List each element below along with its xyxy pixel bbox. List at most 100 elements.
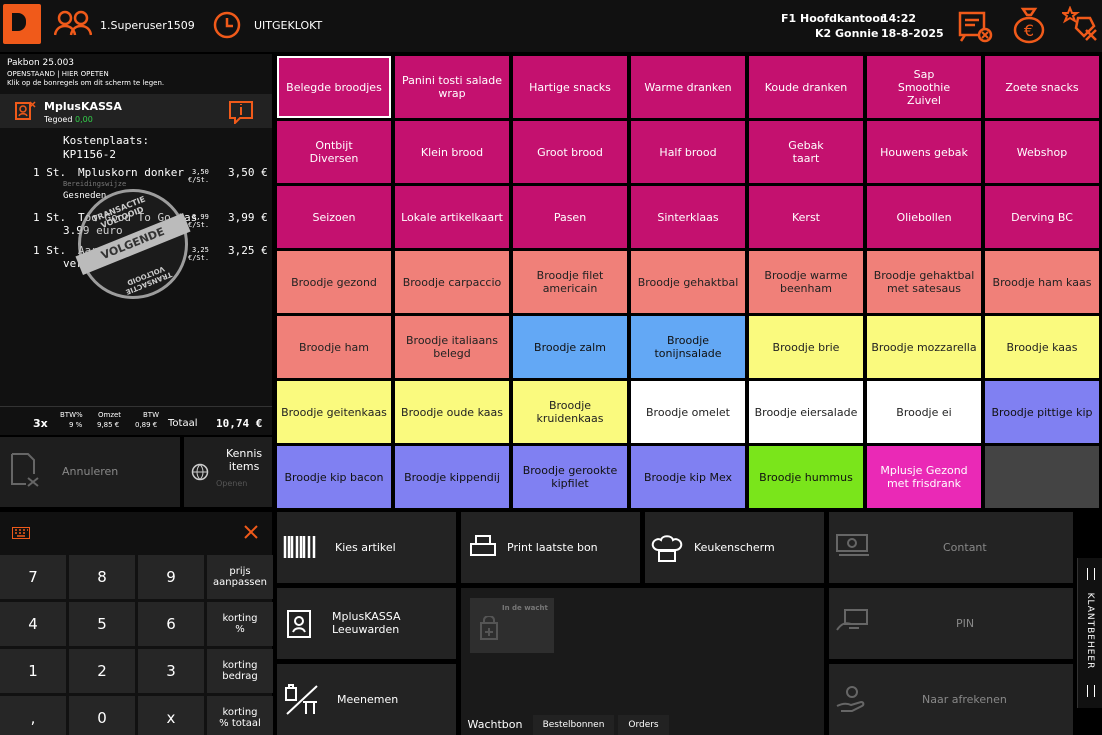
keypad-key[interactable]: 3 <box>138 649 204 693</box>
keypad-function-key[interactable]: korting % totaal <box>207 696 273 735</box>
article-tile[interactable]: Ontbijt Diversen <box>277 121 391 183</box>
money-bag-icon[interactable]: € <box>1012 6 1046 48</box>
article-tile[interactable]: Broodje kruidenkaas <box>513 381 627 443</box>
keypad-key[interactable]: 6 <box>138 602 204 646</box>
keypad: 7 8 9 4 5 6 1 2 3, 0 x prijs aanpassen korting % kort… <box>0 512 273 735</box>
article-tile[interactable]: Broodje brie <box>749 316 863 378</box>
keypad-key[interactable]: 8 <box>69 555 135 599</box>
users-icon[interactable] <box>53 10 93 36</box>
article-tile[interactable]: Koude dranken <box>749 56 863 118</box>
line-qty: 1 St. <box>33 211 67 224</box>
keypad-key[interactable]: 9 <box>138 555 204 599</box>
article-tile[interactable]: Mplusje Gezond met frisdrank <box>867 446 981 508</box>
keypad-key[interactable]: x <box>138 696 204 735</box>
article-tile[interactable]: Houwens gebak <box>867 121 981 183</box>
app-logo[interactable] <box>3 4 41 44</box>
article-tile[interactable]: Oliebollen <box>867 186 981 248</box>
receipt-line[interactable]: 1 St. Mpluskorn donker Bereidingswijze G… <box>0 166 272 208</box>
article-tile[interactable]: Broodje oude kaas <box>395 381 509 443</box>
article-tile[interactable]: Half brood <box>631 121 745 183</box>
article-tile[interactable]: Warme dranken <box>631 56 745 118</box>
article-tile[interactable]: Broodje zalm <box>513 316 627 378</box>
favorites-remove-icon[interactable] <box>1060 5 1100 48</box>
article-tile[interactable]: Broodje gehaktbal <box>631 251 745 313</box>
article-tile[interactable]: Broodje hummus <box>749 446 863 508</box>
line-price: 3,25 € <box>228 244 268 257</box>
article-tile[interactable]: Broodje kip bacon <box>277 446 391 508</box>
article-tile[interactable]: Broodje gezond <box>277 251 391 313</box>
article-tile[interactable]: Klein brood <box>395 121 509 183</box>
info-icon[interactable] <box>228 100 254 128</box>
article-tile[interactable]: Derving BC <box>985 186 1099 248</box>
on-hold-button[interactable]: In de wacht <box>470 598 554 653</box>
tab-bestelbonnen[interactable]: Bestelbonnen <box>533 715 614 735</box>
article-tile[interactable]: Broodje filet americain <box>513 251 627 313</box>
keypad-key[interactable]: 1 <box>0 649 66 693</box>
kennis-items-button[interactable]: Kennis items Openen <box>184 437 272 507</box>
pin-button[interactable]: PIN <box>829 588 1073 659</box>
keypad-key[interactable]: , <box>0 696 66 735</box>
keypad-function-key[interactable]: prijs aanpassen <box>207 555 273 599</box>
contant-button[interactable]: Contant <box>829 512 1073 583</box>
handle-icon <box>1087 568 1095 580</box>
article-tile[interactable]: Sinterklaas <box>631 186 745 248</box>
customer-location-button[interactable]: MplusKASSA Leeuwarden <box>277 588 456 659</box>
article-tile[interactable]: Broodje geitenkaas <box>277 381 391 443</box>
article-tile[interactable]: Broodje warme beenham <box>749 251 863 313</box>
article-tile[interactable]: Kerst <box>749 186 863 248</box>
keypad-key[interactable]: 5 <box>69 602 135 646</box>
article-tile[interactable]: Broodje tonijnsalade <box>631 316 745 378</box>
article-tile[interactable]: Lokale artikelkaart <box>395 186 509 248</box>
meenemen-button[interactable]: Meenemen <box>277 664 456 735</box>
article-tile[interactable]: Webshop <box>985 121 1099 183</box>
article-tile[interactable]: Broodje kaas <box>985 316 1099 378</box>
article-tile[interactable]: Broodje eiersalade <box>749 381 863 443</box>
article-tile[interactable]: Broodje omelet <box>631 381 745 443</box>
keypad-key[interactable]: 0 <box>69 696 135 735</box>
keypad-key[interactable]: 2 <box>69 649 135 693</box>
tab-orders[interactable]: Orders <box>618 715 669 735</box>
keypad-function-key[interactable]: korting bedrag <box>207 649 273 693</box>
article-tile[interactable]: Broodje pittige kip <box>985 381 1099 443</box>
article-tile[interactable]: Broodje italiaans belegd <box>395 316 509 378</box>
user-name[interactable]: 1.Superuser1509 <box>100 19 195 32</box>
article-tile[interactable]: Broodje gehaktbal met satesaus <box>867 251 981 313</box>
article-tile[interactable]: Seizoen <box>277 186 391 248</box>
cancel-button[interactable]: Annuleren <box>0 437 180 507</box>
clock-icon[interactable] <box>212 10 242 44</box>
close-icon[interactable] <box>244 524 258 543</box>
customer-block[interactable]: MplusKASSA Tegoed 0,00 <box>0 94 272 128</box>
article-tile[interactable]: Hartige snacks <box>513 56 627 118</box>
globe-icon <box>191 463 209 484</box>
article-tile[interactable]: Broodje ham <box>277 316 391 378</box>
print-last-receipt-button[interactable]: Print laatste bon <box>461 512 640 583</box>
keukenscherm-button[interactable]: Keukenscherm <box>645 512 824 583</box>
tab-wachtbon[interactable]: Wachtbon <box>461 715 529 735</box>
article-tile[interactable]: Sap Smoothie Zuivel <box>867 56 981 118</box>
article-tile[interactable]: Gebak taart <box>749 121 863 183</box>
hand-coin-icon <box>835 684 869 717</box>
keypad-key[interactable]: 4 <box>0 602 66 646</box>
article-tile[interactable]: Broodje carpaccio <box>395 251 509 313</box>
article-tile[interactable]: Broodje kippendij <box>395 446 509 508</box>
klantbeheer-side-tab[interactable]: KLANTBEHEER <box>1077 558 1102 708</box>
keyboard-icon[interactable] <box>12 524 30 543</box>
article-tile[interactable]: Broodje kip Mex <box>631 446 745 508</box>
cancel-receipt-icon[interactable] <box>958 10 994 48</box>
article-tile[interactable]: Belegde broodjes <box>277 56 391 118</box>
clock-status[interactable]: UITGEKLOKT <box>254 19 323 32</box>
article-tile[interactable]: Zoete snacks <box>985 56 1099 118</box>
cash-icon <box>835 532 871 561</box>
article-tile[interactable]: Broodje gerookte kipfilet <box>513 446 627 508</box>
article-tile[interactable]: Broodje mozzarella <box>867 316 981 378</box>
article-tile[interactable]: Broodje ham kaas <box>985 251 1099 313</box>
keypad-key[interactable]: 7 <box>0 555 66 599</box>
keypad-function-key[interactable]: korting % <box>207 602 273 646</box>
article-tile[interactable]: Broodje ei <box>867 381 981 443</box>
article-tile[interactable]: Panini tosti salade wrap <box>395 56 509 118</box>
kies-artikel-button[interactable]: Kies artikel <box>277 512 456 583</box>
kennis-label: Kennis items <box>226 447 263 473</box>
naar-afrekenen-button[interactable]: Naar afrekenen <box>829 664 1073 735</box>
article-tile[interactable]: Groot brood <box>513 121 627 183</box>
article-tile[interactable]: Pasen <box>513 186 627 248</box>
